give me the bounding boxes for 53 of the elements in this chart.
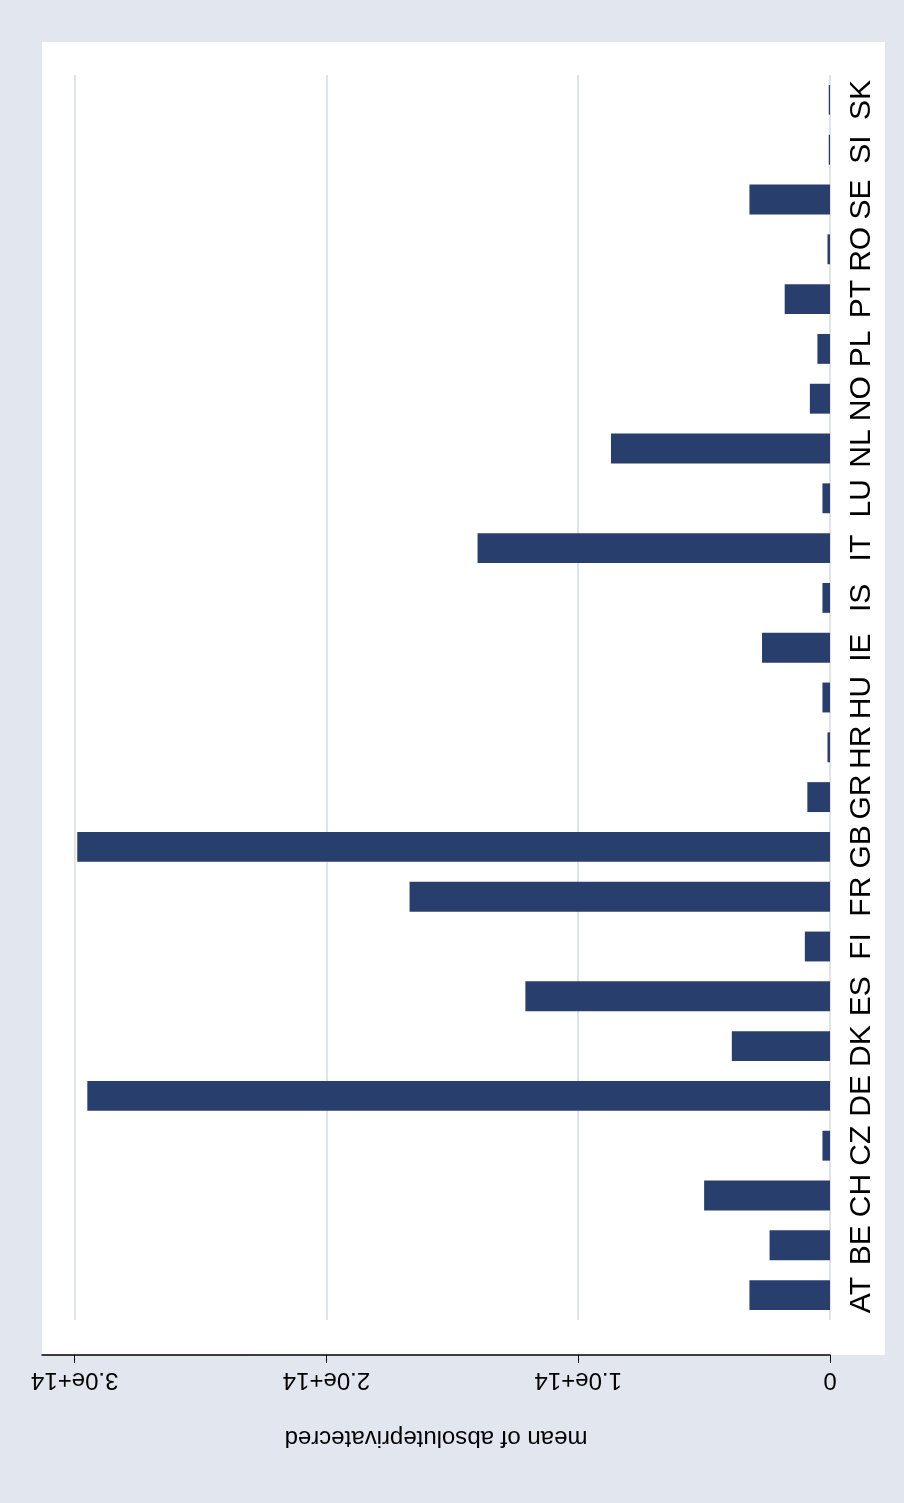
y-tick-label: IE	[842, 633, 876, 662]
bar	[822, 682, 830, 713]
bar	[749, 1280, 830, 1311]
y-tick-label: DE	[842, 1075, 876, 1117]
x-axis-title: mean of absoluteprivatecred	[284, 1425, 588, 1453]
y-tick-label: LU	[842, 479, 876, 518]
bar	[822, 1130, 830, 1161]
bar	[610, 433, 830, 464]
y-tick-label: IT	[842, 534, 876, 562]
bar	[749, 184, 830, 215]
bar	[77, 831, 830, 862]
bar	[409, 881, 830, 912]
x-tick-label: 2.0e+14	[282, 1367, 371, 1395]
y-tick-label: SK	[842, 79, 876, 120]
y-tick-label: HR	[842, 725, 876, 769]
y-tick-label: RO	[842, 226, 876, 272]
bar	[804, 931, 830, 962]
bar	[525, 981, 830, 1012]
bar	[822, 582, 830, 613]
y-tick-label: PL	[842, 330, 876, 368]
bar	[731, 1031, 830, 1062]
x-tick-label: 3.0e+14	[31, 1367, 119, 1395]
bar	[827, 234, 830, 265]
y-tick-label: CH	[842, 1173, 876, 1218]
y-tick-label: NO	[842, 376, 876, 422]
y-tick-label: HU	[842, 675, 876, 720]
y-tick-label: SE	[842, 179, 876, 220]
y-tick-label: ES	[842, 976, 876, 1017]
bar	[817, 333, 830, 364]
bar	[704, 1180, 830, 1211]
y-tick-label: GB	[842, 825, 876, 869]
bar	[807, 782, 830, 813]
y-tick-label: CZ	[842, 1125, 876, 1166]
y-tick-label: FR	[842, 876, 876, 917]
y-tick-label: FI	[842, 933, 876, 960]
bar	[87, 1080, 830, 1111]
bar	[762, 632, 830, 663]
x-tick-label: 0	[823, 1367, 837, 1395]
y-tick-label: IS	[842, 583, 876, 613]
y-tick-label: NL	[842, 429, 876, 468]
bar	[822, 483, 830, 514]
y-tick-label: PT	[842, 279, 876, 319]
y-tick-label: GR	[842, 774, 876, 820]
bar	[809, 383, 830, 414]
y-tick-label: AT	[842, 1277, 876, 1314]
bar	[827, 732, 830, 763]
y-tick-label: DK	[842, 1025, 876, 1067]
y-tick-label: SI	[842, 135, 876, 164]
y-tick-label: BE	[842, 1225, 876, 1266]
x-tick-label: 1.0e+14	[534, 1367, 622, 1395]
bar	[477, 533, 830, 564]
bar	[784, 284, 830, 315]
bar	[769, 1230, 830, 1261]
